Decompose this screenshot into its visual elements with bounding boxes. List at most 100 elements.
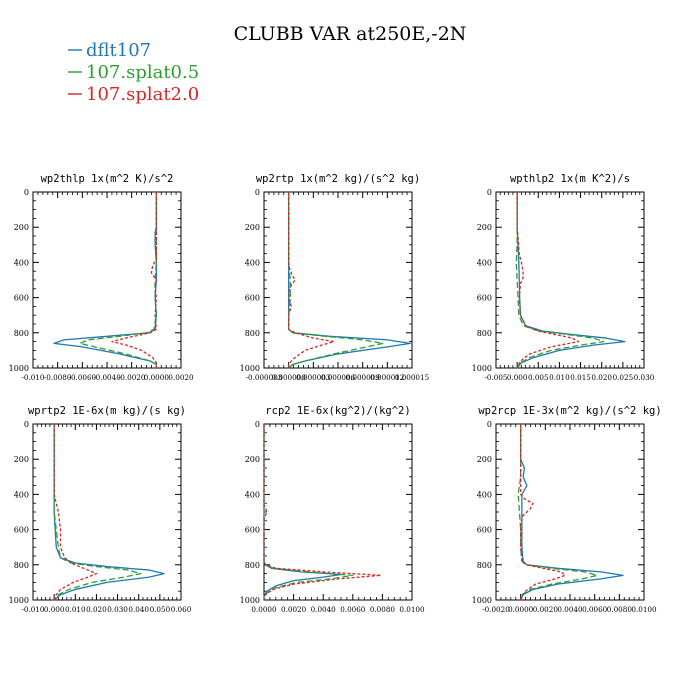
ytick-label-3-1: 200 (14, 455, 29, 464)
ytick-label-5-4: 800 (477, 561, 492, 570)
xtick-label-2-1: 0.000 (507, 373, 528, 382)
xtick-label-2-7: 0.030 (634, 373, 655, 382)
ytick-label-0-3: 600 (14, 294, 29, 303)
panel-3: wprtp2 1E-6x(m kg)/(s kg) 0 200 400 600 800 10… (9, 405, 192, 614)
legend-label-2: 107.splat2.0 (86, 84, 199, 105)
panel-title-3: wprtp2 1E-6x(m kg)/(s kg) (28, 405, 186, 417)
ytick-label-3-0: 0 (24, 420, 29, 429)
panel-0: wp2thlp 1x(m^2 K)/s^202004006008001000-0… (9, 173, 194, 382)
ytick-label-4-4: 800 (245, 561, 260, 570)
figure-title: CLUBB VAR at250E,-2N (234, 23, 467, 45)
xtick-label-2-3: 0.010 (549, 373, 570, 382)
xtick-label-5-3: 0.0040 (557, 605, 583, 614)
ytick-label-2-0: 0 (487, 188, 492, 197)
panel-title-1: wp2rtp 1x(m^2 kg)/(s^2 kg) (256, 173, 420, 185)
xtick-label-3-2: 0.010 (65, 605, 86, 614)
ytick-label-4-3: 600 (245, 526, 260, 535)
series-line-1-107.splat2.0 (288, 192, 335, 368)
panel-1: wp2rtp 1x(m^2 kg)/(s^2 kg) 0 200 400 600 800 1… (240, 173, 430, 382)
xtick-label-4-3: 0.0060 (340, 605, 366, 614)
ytick-label-0-2: 400 (14, 258, 29, 267)
xtick-label-5-2: 0.0020 (533, 605, 559, 614)
xtick-label-3-3: 0.020 (86, 605, 107, 614)
xtick-label-5-4: 0.0060 (582, 605, 608, 614)
xtick-label-5-5: 0.0080 (607, 605, 633, 614)
panel-2: wpthlp2 1x(m K^2)/s 0 200 400 600 800 1000-0.0… (472, 173, 655, 382)
ytick-label-1-5: 1000 (240, 364, 260, 373)
xtick-label-1-4: 0.000009 (346, 373, 381, 382)
xtick-label-5-6: 0.0100 (631, 605, 657, 614)
xtick-label-2-6: 0.025 (613, 373, 634, 382)
series-line-5-107.splat2.0 (520, 424, 566, 601)
ytick-label-5-3: 600 (477, 526, 492, 535)
xtick-label-2-4: 0.015 (570, 373, 591, 382)
ytick-label-1-0: 0 (255, 188, 260, 197)
xtick-label-2-0: -0.005 (484, 373, 507, 382)
xtick-label-2-2: 0.005 (528, 373, 549, 382)
series-line-4-107.splat2.0 (263, 424, 382, 601)
panel-4: rcp2 1E-6x(kg^2)/(kg^2) 0 200 400 600 800 1000… (240, 405, 425, 614)
ytick-label-2-4: 800 (477, 329, 492, 338)
series-line-0-dflt107 (53, 192, 157, 368)
ytick-label-2-3: 600 (477, 294, 492, 303)
ytick-label-1-1: 200 (245, 223, 260, 232)
xtick-label-3-0: -0.010 (21, 605, 44, 614)
ytick-label-3-3: 600 (14, 526, 29, 535)
xtick-label-0-1: -0.0080 (44, 373, 72, 382)
panel-title-0: wp2thlp 1x(m^2 K)/s^2 (41, 173, 174, 185)
panel-title-4: rcp2 1E-6x(kg^2)/(kg^2) (265, 405, 410, 417)
xtick-label-4-4: 0.0080 (370, 605, 396, 614)
xtick-label-4-5: 0.0100 (399, 605, 425, 614)
panel-title-5: wp2rcp 1E-3x(m^2 kg)/(s^2 kg) (478, 405, 661, 417)
series-line-3-107.splat0.5 (53, 424, 142, 601)
ytick-label-1-4: 800 (245, 329, 260, 338)
ytick-label-3-4: 800 (14, 561, 29, 570)
ytick-label-0-5: 1000 (9, 364, 29, 373)
xtick-label-2-5: 0.020 (591, 373, 612, 382)
xtick-label-1-0: -0.000003 (246, 373, 283, 382)
xtick-label-3-6: 0.050 (150, 605, 171, 614)
xtick-label-0-0: -0.010 (21, 373, 44, 382)
xtick-label-3-7: 0.060 (171, 605, 192, 614)
xtick-label-0-2: -0.0060 (69, 373, 97, 382)
ytick-label-2-1: 200 (477, 223, 492, 232)
xtick-label-1-1: 0.000000 (272, 373, 307, 382)
ytick-label-3-5: 1000 (9, 596, 29, 605)
ytick-label-5-0: 0 (487, 420, 492, 429)
ytick-label-0-4: 800 (14, 329, 29, 338)
ytick-label-1-2: 400 (245, 258, 260, 267)
series-line-2-107.splat0.5 (515, 192, 605, 369)
series-line-4-107.splat0.5 (263, 424, 354, 600)
xtick-label-1-2: 0.000003 (296, 373, 331, 382)
ytick-label-5-2: 400 (477, 490, 492, 499)
ytick-label-3-2: 400 (14, 490, 29, 499)
xtick-label-1-3: 0.000006 (321, 373, 356, 382)
xtick-label-4-0: 0.0000 (251, 605, 277, 614)
series-line-0-107.splat0.5 (79, 192, 157, 368)
ytick-label-2-5: 1000 (472, 364, 492, 373)
xtick-label-3-1: 0.000 (44, 605, 65, 614)
xtick-label-0-3: -0.0040 (93, 373, 121, 382)
xtick-label-5-1: 0.0000 (508, 605, 534, 614)
xtick-label-3-4: 0.030 (107, 605, 128, 614)
ytick-label-4-1: 200 (245, 455, 260, 464)
ytick-label-4-2: 400 (245, 490, 260, 499)
ytick-label-0-1: 200 (14, 223, 29, 232)
ytick-label-4-0: 0 (255, 420, 260, 429)
series-line-1-107.splat0.5 (288, 192, 384, 369)
xtick-label-1-5: 0.000012 (370, 373, 404, 382)
xtick-label-4-1: 0.0020 (281, 605, 307, 614)
ytick-label-5-5: 1000 (472, 596, 492, 605)
panel-5: wp2rcp 1E-3x(m^2 kg)/(s^2 kg) 0 200 400 600 8… (472, 405, 662, 614)
xtick-label-0-6: 0.0020 (168, 373, 194, 382)
xtick-label-5-0: -0.0020 (482, 605, 510, 614)
series-line-3-107.splat2.0 (53, 424, 98, 601)
series-line-5-107.splat0.5 (517, 424, 598, 601)
xtick-label-0-5: 0.0000 (144, 373, 170, 382)
ytick-label-1-3: 600 (245, 294, 260, 303)
ytick-label-5-1: 200 (477, 455, 492, 464)
ytick-label-4-5: 1000 (240, 596, 260, 605)
